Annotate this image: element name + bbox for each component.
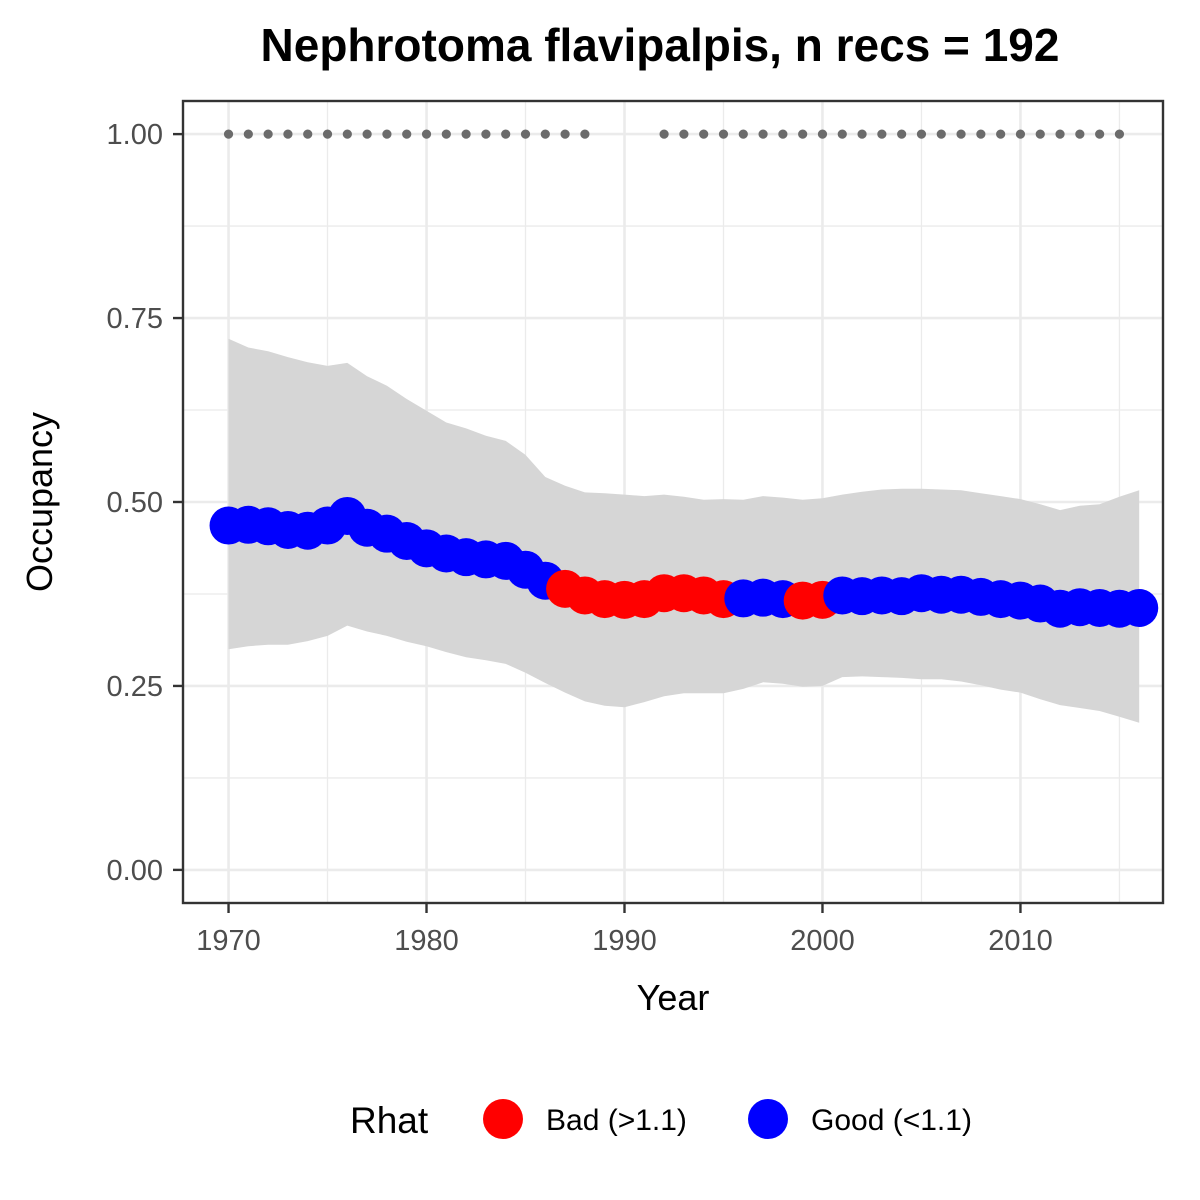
- record-year-point: [1035, 129, 1045, 139]
- record-year-point: [243, 129, 253, 139]
- occupancy-point: [1120, 588, 1159, 627]
- chart-title: Nephrotoma flavipalpis, n recs = 192: [260, 19, 1060, 71]
- record-year-point: [857, 129, 867, 139]
- x-tick-label: 2000: [790, 925, 855, 957]
- record-year-point: [1095, 129, 1105, 139]
- record-year-point: [362, 129, 372, 139]
- axes: 1970 1980 1990 2000 2010 0.00 0.25 0.50 0.75 1.00: [107, 119, 1053, 957]
- legend-key-good: [748, 1099, 788, 1139]
- record-year-point: [342, 129, 352, 139]
- record-year-point: [798, 129, 808, 139]
- x-tick-label: 2010: [988, 925, 1053, 957]
- record-year-point: [303, 129, 313, 139]
- record-year-points: [223, 129, 1125, 139]
- record-year-point: [897, 129, 907, 139]
- record-year-point: [402, 129, 412, 139]
- record-year-point: [758, 129, 768, 139]
- record-year-point: [679, 129, 689, 139]
- record-year-point: [976, 129, 986, 139]
- y-tick-label: 1.00: [107, 119, 163, 151]
- occupancy-points: [209, 496, 1159, 628]
- record-year-point: [481, 129, 491, 139]
- record-year-point: [540, 129, 550, 139]
- record-year-point: [1015, 129, 1026, 139]
- record-year-point: [461, 129, 471, 139]
- legend: Rhat Bad (>1.1) Good (<1.1): [350, 1099, 972, 1141]
- y-axis-title: Occupancy: [19, 412, 60, 592]
- record-year-point: [223, 129, 234, 139]
- y-tick-label: 0.00: [107, 855, 163, 887]
- x-tick-label: 1990: [592, 925, 657, 957]
- x-tick-label: 1970: [196, 925, 261, 957]
- record-year-point: [817, 129, 828, 139]
- record-year-point: [382, 129, 392, 139]
- record-year-point: [1075, 129, 1085, 139]
- record-year-point: [996, 129, 1006, 139]
- record-year-point: [718, 129, 729, 139]
- record-year-point: [699, 129, 709, 139]
- record-year-point: [778, 129, 788, 139]
- record-year-point: [956, 129, 966, 139]
- record-year-point: [659, 129, 669, 139]
- y-tick-label: 0.50: [107, 487, 163, 519]
- record-year-point: [877, 129, 887, 139]
- record-year-point: [283, 129, 293, 139]
- record-year-point: [1114, 129, 1125, 139]
- record-year-point: [322, 129, 333, 139]
- legend-label-bad: Bad (>1.1): [546, 1104, 687, 1137]
- record-year-point: [916, 129, 927, 139]
- y-tick-label: 0.75: [107, 303, 163, 335]
- confidence-ribbon: [228, 338, 1140, 723]
- legend-key-bad: [483, 1099, 523, 1139]
- record-year-point: [421, 129, 432, 139]
- record-year-point: [520, 129, 531, 139]
- ci-ribbon: [228, 338, 1140, 723]
- x-axis-title: Year: [637, 977, 710, 1018]
- legend-label-good: Good (<1.1): [811, 1104, 972, 1137]
- record-year-point: [501, 129, 511, 139]
- y-tick-label: 0.25: [107, 671, 163, 703]
- legend-title: Rhat: [350, 1100, 429, 1141]
- record-year-point: [738, 129, 748, 139]
- record-year-point: [936, 129, 946, 139]
- record-year-point: [441, 129, 451, 139]
- record-year-point: [837, 129, 847, 139]
- x-tick-label: 1980: [394, 925, 459, 957]
- record-year-point: [560, 129, 570, 139]
- record-year-point: [263, 129, 273, 139]
- record-year-point: [1055, 129, 1065, 139]
- record-year-point: [580, 129, 590, 139]
